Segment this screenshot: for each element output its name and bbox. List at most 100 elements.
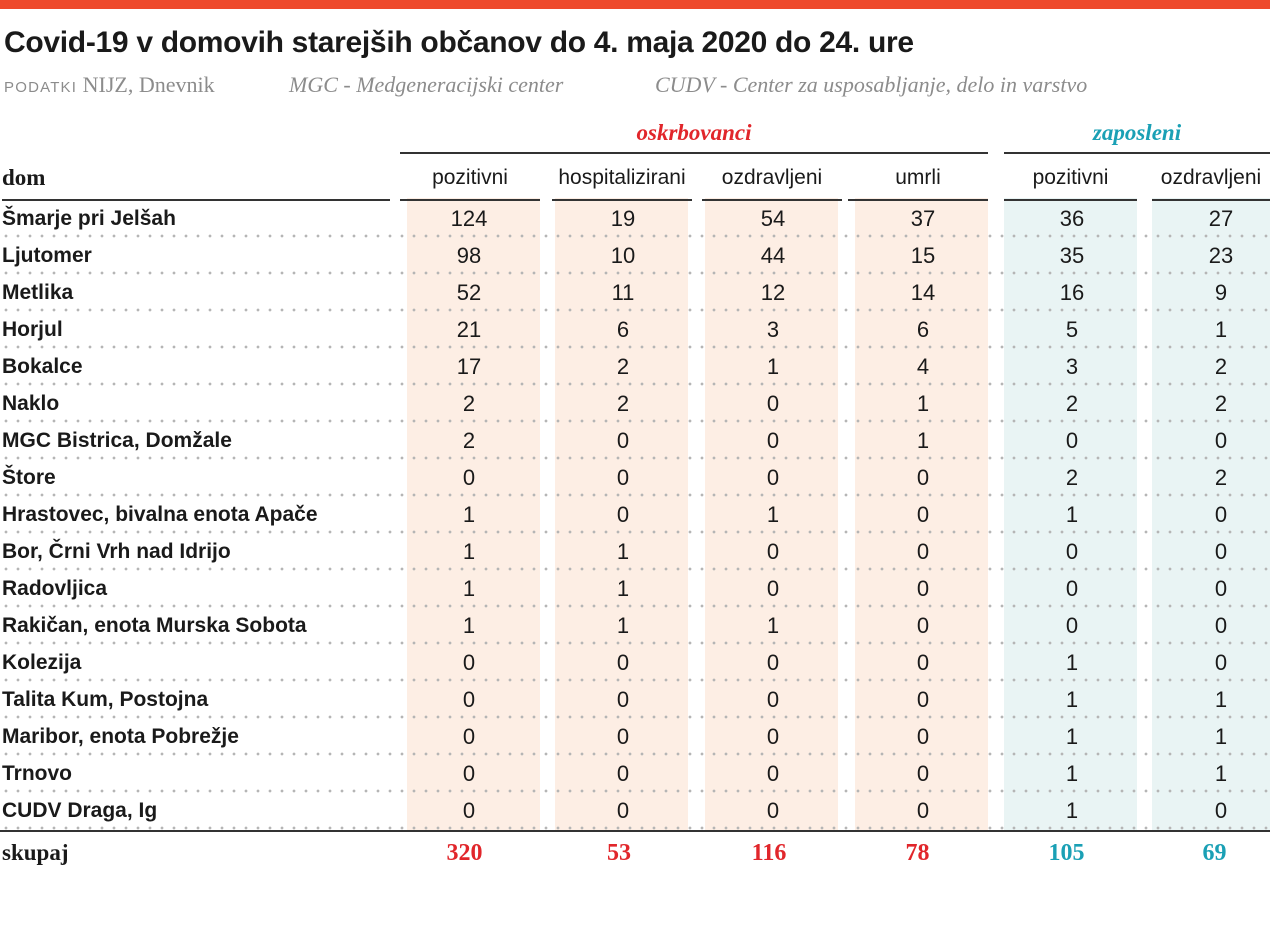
cell-dom: Horjul xyxy=(2,318,63,341)
cell-staff-recovered: 0 xyxy=(1214,502,1228,527)
cell-staff-positive: 3 xyxy=(1065,354,1079,379)
cell-res-recovered: 12 xyxy=(760,280,786,305)
cell-res-hospitalized: 0 xyxy=(616,502,630,527)
cell-res-died: 0 xyxy=(916,539,930,564)
cell-res-hospitalized: 1 xyxy=(616,613,630,638)
cell-staff-recovered: 9 xyxy=(1214,280,1228,305)
cell-staff-positive: 1 xyxy=(1065,502,1079,527)
total-staff-recovered: 69 xyxy=(1202,840,1227,866)
cell-res-recovered: 44 xyxy=(760,243,786,268)
cell-res-died: 0 xyxy=(916,650,930,675)
cell-res-positive: 98 xyxy=(456,243,482,268)
cell-dom: Naklo xyxy=(2,392,60,415)
table-row: Maribor, enota Pobrežje 0 0 0 0 1 1 xyxy=(0,719,1270,756)
cell-staff-positive: 5 xyxy=(1065,317,1079,342)
cell-res-hospitalized: 0 xyxy=(616,761,630,786)
cell-res-recovered: 0 xyxy=(766,465,780,490)
table-row: Trnovo 0 0 0 0 1 1 xyxy=(0,756,1270,793)
cell-staff-recovered: 27 xyxy=(1208,206,1234,231)
table-row: CUDV Draga, Ig 0 0 0 0 1 0 xyxy=(0,793,1270,830)
cell-res-recovered: 1 xyxy=(766,502,780,527)
cell-staff-recovered: 0 xyxy=(1214,798,1228,823)
cell-dom: Maribor, enota Pobrežje xyxy=(2,725,239,748)
cell-res-died: 0 xyxy=(916,465,930,490)
cell-staff-recovered: 2 xyxy=(1214,465,1228,490)
cell-staff-positive: 16 xyxy=(1059,280,1085,305)
source-value: NIJZ, Dnevnik xyxy=(82,72,215,97)
cell-res-positive: 0 xyxy=(462,798,476,823)
cell-staff-recovered: 0 xyxy=(1214,428,1228,453)
cell-dom: Radovljica xyxy=(2,577,108,600)
top-accent-bar xyxy=(0,0,1270,9)
cell-res-positive: 0 xyxy=(462,465,476,490)
table-row: MGC Bistrica, Domžale 2 0 0 1 0 0 xyxy=(0,423,1270,460)
col-header-staff-positive: pozitivni xyxy=(1004,163,1137,201)
cell-res-died: 14 xyxy=(910,280,936,305)
cell-res-recovered: 1 xyxy=(766,354,780,379)
table-row: Štore 0 0 0 0 2 2 xyxy=(0,460,1270,497)
cell-staff-recovered: 23 xyxy=(1208,243,1234,268)
col-header-res-recovered: ozdravljeni xyxy=(702,163,842,201)
cell-res-positive: 124 xyxy=(450,206,488,231)
table-row: Radovljica 1 1 0 0 0 0 xyxy=(0,571,1270,608)
totals-row: skupaj 320 53 116 78 105 69 xyxy=(0,834,1270,874)
total-res-recovered: 116 xyxy=(751,840,787,866)
cell-res-hospitalized: 19 xyxy=(610,206,636,231)
cell-res-hospitalized: 11 xyxy=(611,280,635,305)
total-staff-positive: 105 xyxy=(1048,840,1085,866)
cell-dom: Bokalce xyxy=(2,355,83,378)
cell-staff-positive: 1 xyxy=(1065,687,1079,712)
cell-res-recovered: 0 xyxy=(766,650,780,675)
cell-staff-positive: 0 xyxy=(1065,613,1079,638)
cell-res-recovered: 0 xyxy=(766,539,780,564)
cell-staff-recovered: 0 xyxy=(1214,576,1228,601)
cell-res-recovered: 3 xyxy=(766,317,780,342)
cell-staff-positive: 2 xyxy=(1065,391,1079,416)
cell-res-hospitalized: 0 xyxy=(616,687,630,712)
cell-res-positive: 0 xyxy=(462,650,476,675)
cell-staff-positive: 0 xyxy=(1065,428,1079,453)
cell-res-recovered: 0 xyxy=(766,687,780,712)
col-header-res-positive: pozitivni xyxy=(400,163,540,201)
cell-res-positive: 1 xyxy=(462,613,476,638)
cell-res-positive: 52 xyxy=(456,280,482,305)
cell-dom: Metlika xyxy=(2,281,74,304)
totals-divider xyxy=(0,830,1270,832)
col-header-staff-recovered: ozdravljeni xyxy=(1152,163,1270,201)
cell-staff-recovered: 1 xyxy=(1214,687,1228,712)
cell-staff-recovered: 2 xyxy=(1214,354,1228,379)
cell-res-recovered: 0 xyxy=(766,576,780,601)
cell-res-recovered: 0 xyxy=(766,724,780,749)
col-header-dom: dom xyxy=(2,163,390,201)
cell-staff-recovered: 1 xyxy=(1214,317,1228,342)
cell-res-positive: 0 xyxy=(462,724,476,749)
cell-res-died: 1 xyxy=(916,391,930,416)
cell-res-positive: 1 xyxy=(462,502,476,527)
source-label: PODATKI xyxy=(4,79,78,96)
col-header-res-died: umrli xyxy=(848,163,988,201)
cell-res-died: 0 xyxy=(916,502,930,527)
cell-dom: Rakičan, enota Murska Sobota xyxy=(2,614,307,637)
cell-staff-positive: 1 xyxy=(1065,650,1079,675)
cell-res-died: 0 xyxy=(916,613,930,638)
cell-res-positive: 1 xyxy=(462,539,476,564)
cell-res-recovered: 0 xyxy=(766,761,780,786)
cell-res-hospitalized: 0 xyxy=(616,428,630,453)
cell-res-died: 0 xyxy=(916,687,930,712)
cell-dom: Bor, Črni Vrh nad Idrijo xyxy=(2,540,231,563)
cell-res-hospitalized: 1 xyxy=(616,576,630,601)
cell-res-positive: 0 xyxy=(462,687,476,712)
cell-res-hospitalized: 2 xyxy=(616,354,630,379)
col-header-res-hospitalized: hospitalizirani xyxy=(552,163,692,201)
cell-dom: Šmarje pri Jelšah xyxy=(2,207,176,230)
cell-res-positive: 17 xyxy=(456,354,482,379)
cell-res-recovered: 54 xyxy=(760,206,786,231)
totals-label: skupaj xyxy=(2,840,69,865)
cell-staff-positive: 35 xyxy=(1059,243,1085,268)
cell-staff-recovered: 0 xyxy=(1214,539,1228,564)
cell-dom: Talita Kum, Postojna xyxy=(2,688,209,711)
cell-res-positive: 1 xyxy=(462,576,476,601)
cell-res-recovered: 0 xyxy=(766,391,780,416)
cell-staff-positive: 1 xyxy=(1065,798,1079,823)
cell-res-recovered: 0 xyxy=(766,428,780,453)
